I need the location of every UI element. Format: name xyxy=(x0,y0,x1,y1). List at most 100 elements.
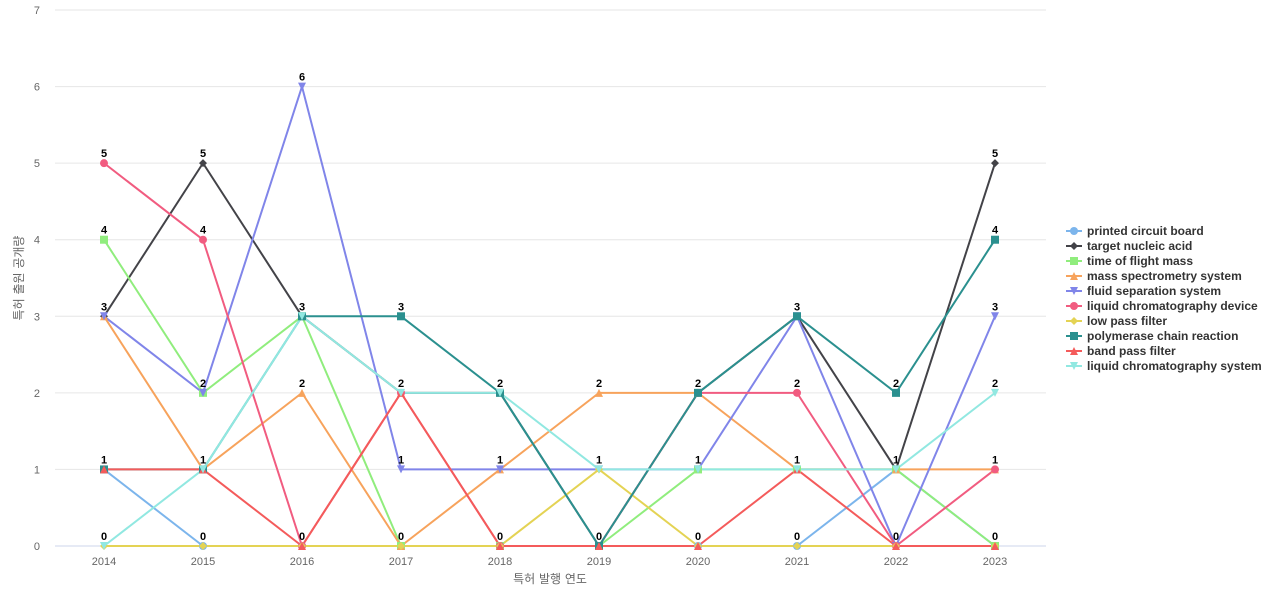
x-tick-label: 2023 xyxy=(983,556,1007,568)
x-tick-label: 2016 xyxy=(290,556,314,568)
y-tick-label: 6 xyxy=(34,82,40,94)
data-label: 1 xyxy=(596,454,602,466)
series-point xyxy=(100,542,108,550)
data-label: 0 xyxy=(398,531,404,543)
legend-item[interactable]: target nucleic acid xyxy=(1066,239,1192,253)
legend-item[interactable]: liquid chromatography system xyxy=(1066,359,1262,373)
data-labels: 5 4 3 1 0 5 4 2 1 0 6 3 2 0 3 2 1 0 2 1 0 2 1 0 2 1 0 3 2 1 0 2 1 0 5 4 3 2 1 0 xyxy=(101,72,999,543)
series-point xyxy=(892,542,900,550)
data-label: 1 xyxy=(497,454,503,466)
data-label: 2 xyxy=(695,378,701,390)
y-tick-label: 3 xyxy=(34,311,40,323)
data-label: 1 xyxy=(398,454,404,466)
y-tick-label: 5 xyxy=(34,158,40,170)
series-point xyxy=(991,235,999,244)
series-point xyxy=(100,312,108,321)
legend-label: band pass filter xyxy=(1087,344,1176,358)
legend-label: liquid chromatography system xyxy=(1087,359,1262,373)
series-line-10 xyxy=(103,315,996,547)
series-point xyxy=(793,312,801,321)
series-lines xyxy=(103,85,996,547)
series-point xyxy=(397,465,405,474)
legend-label: time of flight mass xyxy=(1087,254,1193,268)
x-tick-label: 2018 xyxy=(488,556,512,568)
series-point xyxy=(496,465,504,474)
data-label: 0 xyxy=(200,531,206,543)
data-label: 3 xyxy=(794,301,800,313)
x-tick-label: 2017 xyxy=(389,556,413,568)
series-point xyxy=(595,542,603,550)
series-point xyxy=(793,465,801,474)
x-tick-label: 2019 xyxy=(587,556,611,568)
series-point xyxy=(496,388,504,397)
data-label: 3 xyxy=(299,301,305,313)
legend-marker xyxy=(1070,257,1078,265)
series-point xyxy=(298,542,306,550)
x-tick-label: 2022 xyxy=(884,556,908,568)
legend-marker xyxy=(1070,347,1078,355)
data-label: 2 xyxy=(398,378,404,390)
legend-label: liquid chromatography device xyxy=(1087,299,1258,313)
data-label: 0 xyxy=(893,531,899,543)
data-label: 2 xyxy=(992,378,998,390)
series-point xyxy=(397,542,405,550)
legend-label: low pass filter xyxy=(1087,314,1167,328)
series-point xyxy=(892,465,900,474)
data-label: 2 xyxy=(596,378,602,390)
data-label: 1 xyxy=(695,454,701,466)
data-label: 1 xyxy=(794,454,800,466)
data-label: 6 xyxy=(299,72,305,84)
series-point xyxy=(793,388,801,397)
legend-item[interactable]: polymerase chain reaction xyxy=(1066,329,1238,343)
series-line-2 xyxy=(103,162,996,547)
legend-item[interactable]: time of flight mass xyxy=(1066,254,1193,268)
data-label: 1 xyxy=(992,454,998,466)
data-label: 0 xyxy=(497,531,503,543)
data-label: 3 xyxy=(992,301,998,313)
series-line-9 xyxy=(104,391,995,547)
series-point xyxy=(298,82,306,91)
data-label: 4 xyxy=(101,225,108,237)
series-point xyxy=(991,542,999,550)
data-label: 2 xyxy=(794,378,800,390)
data-label: 3 xyxy=(398,301,404,313)
series-markers xyxy=(100,82,999,550)
series-point xyxy=(694,388,702,397)
series-point xyxy=(397,388,405,397)
x-tick-label: 2014 xyxy=(92,556,116,568)
series-point xyxy=(991,465,999,474)
series-line-6 xyxy=(103,162,996,547)
x-axis-ticks: 2014 2015 2016 2017 2018 2019 2020 2021 2022 2023 xyxy=(92,556,1007,568)
y-tick-label: 2 xyxy=(34,388,40,400)
x-tick-label: 2015 xyxy=(191,556,215,568)
series-point xyxy=(694,465,702,474)
legend-marker xyxy=(1070,242,1078,250)
series-point xyxy=(298,388,306,397)
data-label: 3 xyxy=(101,301,107,313)
legend-item[interactable]: liquid chromatography device xyxy=(1066,299,1258,313)
series-point xyxy=(991,159,999,168)
legend-item[interactable]: mass spectrometry system xyxy=(1066,269,1242,283)
data-label: 2 xyxy=(497,378,503,390)
series-point xyxy=(298,312,306,321)
legend-item[interactable]: fluid separation system xyxy=(1066,284,1221,298)
series-point xyxy=(991,388,999,397)
series-point xyxy=(199,235,207,244)
legend-item[interactable]: low pass filter xyxy=(1066,314,1167,328)
data-label: 2 xyxy=(299,378,305,390)
legend-marker xyxy=(1070,272,1078,280)
legend-marker xyxy=(1070,302,1078,310)
series-point xyxy=(199,159,207,168)
x-axis-title: 특허 발행 연도 xyxy=(513,571,587,586)
data-label: 5 xyxy=(992,148,998,160)
data-label: 1 xyxy=(101,454,107,466)
legend-item[interactable]: band pass filter xyxy=(1066,344,1176,358)
data-label: 2 xyxy=(200,378,206,390)
x-tick-label: 2021 xyxy=(785,556,809,568)
legend-marker xyxy=(1070,287,1078,295)
y-axis-ticks: 0 1 2 3 4 5 6 7 xyxy=(34,5,40,553)
series-point xyxy=(694,542,702,550)
legend-item[interactable]: printed circuit board xyxy=(1066,224,1204,238)
